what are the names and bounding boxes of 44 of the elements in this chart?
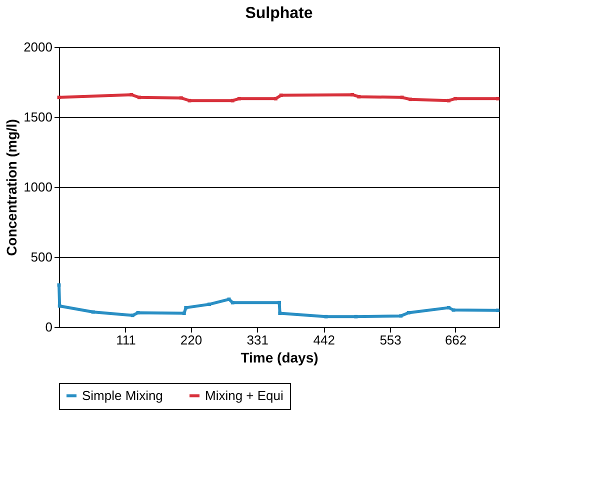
point: [400, 96, 404, 100]
point: [496, 96, 500, 100]
legend-label: Mixing + Equi: [205, 388, 284, 403]
point: [130, 93, 134, 96]
y-axis-title: Concentration (mg/l): [4, 119, 20, 256]
point: [454, 96, 458, 100]
legend-label: Simple Mixing: [82, 388, 163, 403]
x-tick-label: 662: [444, 332, 467, 348]
x-tick-label: 331: [246, 332, 268, 348]
point: [408, 98, 412, 102]
point: [357, 94, 361, 98]
y-tick-label: 0: [45, 320, 52, 334]
point: [130, 314, 134, 318]
point: [136, 310, 140, 314]
point: [399, 314, 403, 318]
y-tick-label: 500: [30, 250, 52, 264]
point: [208, 302, 211, 306]
point: [406, 310, 410, 314]
point: [91, 310, 95, 314]
point: [237, 96, 241, 100]
y-tick-label: 2000: [24, 40, 52, 54]
point: [279, 94, 283, 98]
point: [230, 300, 234, 304]
point: [184, 306, 188, 310]
point: [274, 96, 278, 100]
chart-title: Sulphate: [245, 5, 313, 22]
y-tick-label: 1000: [24, 180, 52, 194]
point: [230, 98, 234, 102]
y-tick-label: 1500: [24, 110, 52, 124]
point: [278, 300, 282, 304]
point: [496, 308, 500, 312]
x-tick-label: 111: [116, 332, 136, 348]
point: [446, 98, 450, 102]
x-tick-label: 442: [313, 332, 335, 348]
x-tick-label: 220: [180, 332, 202, 348]
point: [179, 96, 183, 100]
point: [182, 312, 186, 316]
point: [446, 306, 450, 310]
point: [137, 96, 141, 100]
point: [350, 93, 354, 96]
x-tick-label: 553: [380, 332, 402, 348]
x-axis-title: Time (days): [240, 350, 318, 366]
point: [278, 312, 282, 316]
point: [354, 314, 358, 318]
